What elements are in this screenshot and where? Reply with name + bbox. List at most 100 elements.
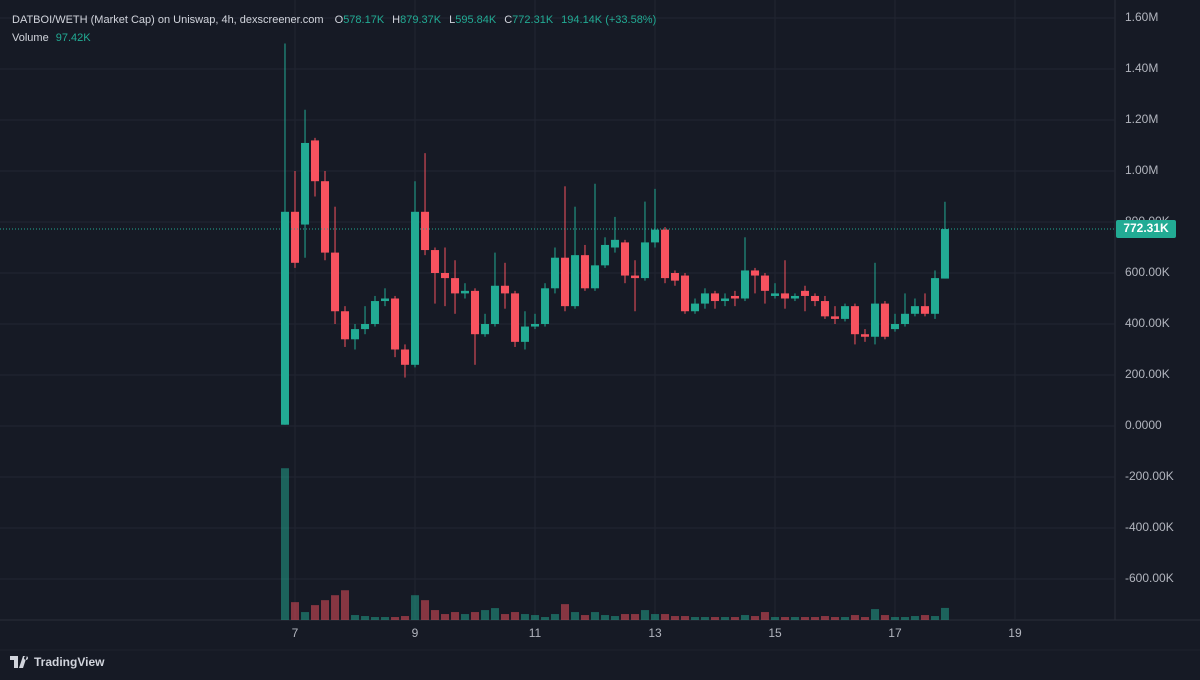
candle-body (451, 278, 460, 294)
candle-body (310, 140, 319, 182)
volume-bar (850, 615, 859, 620)
volume-bar (790, 617, 799, 620)
x-tick-label: 7 (292, 626, 299, 640)
volume-bar (490, 608, 499, 620)
volume-bar (680, 616, 689, 620)
candle-body (391, 298, 400, 350)
y-tick-label: -600.00K (1125, 571, 1174, 585)
candle-body (700, 293, 709, 304)
volume-bar (381, 617, 390, 620)
candle-body (790, 295, 799, 299)
volume-bar (421, 600, 430, 620)
y-tick-label: -400.00K (1125, 520, 1174, 534)
candle-body (740, 270, 749, 299)
chart-header: DATBOI/WETH (Market Cap) on Uniswap, 4h,… (12, 14, 656, 26)
y-tick-label: -200.00K (1125, 469, 1174, 483)
candle-body (691, 303, 700, 312)
volume-bar (481, 610, 490, 620)
volume-bar (550, 614, 559, 620)
candle-body (841, 306, 850, 319)
volume-bar (760, 612, 769, 620)
candle-body (890, 323, 899, 330)
legend-value: 772.31K (512, 14, 554, 26)
candle-body (501, 285, 510, 294)
volume-bar (460, 614, 469, 620)
candle-body (931, 278, 940, 314)
candle-body (800, 290, 809, 296)
candle-body (781, 293, 790, 299)
volume-bar (841, 617, 850, 620)
x-tick-label: 11 (529, 626, 542, 640)
candle-body (811, 295, 820, 302)
candle-body (590, 265, 599, 289)
volume-label: Volume (12, 32, 49, 44)
candle-body (640, 242, 649, 279)
volume-bar (430, 610, 439, 620)
y-tick-label: 600.00K (1125, 265, 1170, 279)
volume-bar (571, 612, 580, 620)
brand: TradingView (10, 655, 104, 669)
candle-body (751, 270, 760, 276)
candle-body (601, 244, 610, 266)
candle-body (680, 275, 689, 312)
volume-bar (321, 600, 330, 620)
volume-bar (740, 615, 749, 620)
candle-body (520, 326, 529, 342)
legend-value: 595.84K (455, 14, 497, 26)
candle-body (871, 303, 880, 337)
candle-body (531, 323, 540, 327)
x-tick-label: 9 (412, 626, 419, 640)
volume-bar (590, 612, 599, 620)
legend-key: L (449, 14, 456, 26)
volume-bar (770, 617, 779, 620)
candle-body (331, 252, 340, 312)
candle-body (541, 288, 550, 324)
y-tick-label: 1.20M (1125, 112, 1158, 126)
candle-body (361, 323, 370, 330)
volume-bar (471, 612, 480, 620)
candle-body (850, 306, 859, 335)
volume-bar (940, 607, 949, 620)
candle-body (370, 301, 379, 324)
candle-body (460, 290, 469, 294)
candle-body (661, 229, 670, 279)
candle-body (670, 272, 679, 281)
last-price-label: 772.31K (1123, 221, 1169, 235)
volume-bar (301, 612, 310, 620)
brand-name: TradingView (34, 655, 105, 669)
volume-bar (331, 595, 340, 620)
candle-body (421, 211, 430, 251)
candle-body (321, 181, 330, 253)
candle-body (441, 272, 450, 279)
x-tick-label: 13 (648, 626, 662, 640)
legend-value: 879.37K (400, 14, 442, 26)
volume-bar (451, 612, 460, 620)
volume-bar (610, 616, 619, 620)
volume-bar (580, 615, 589, 620)
volume-bar (661, 614, 670, 620)
volume-bar (860, 617, 869, 620)
candle-body (901, 313, 910, 324)
volume-bar (361, 616, 370, 620)
legend-key: C (504, 14, 513, 26)
volume-bar (631, 614, 640, 620)
candle-body (830, 316, 839, 319)
x-tick-label: 17 (888, 626, 902, 640)
candle-body (920, 306, 929, 314)
volume-bar (370, 617, 379, 620)
volume-bar (560, 604, 569, 620)
volume-bar (691, 617, 700, 620)
volume-bar (830, 617, 839, 620)
volume-bar (670, 616, 679, 620)
candle-body (760, 275, 769, 291)
volume-bar (910, 616, 919, 620)
volume-bar (601, 615, 610, 620)
volume-bar (280, 468, 289, 620)
candle-body (730, 295, 739, 299)
candle-body (910, 306, 919, 314)
legend-value: 578.17K (343, 14, 385, 26)
candle-body (860, 334, 869, 337)
candle-body (560, 257, 569, 307)
